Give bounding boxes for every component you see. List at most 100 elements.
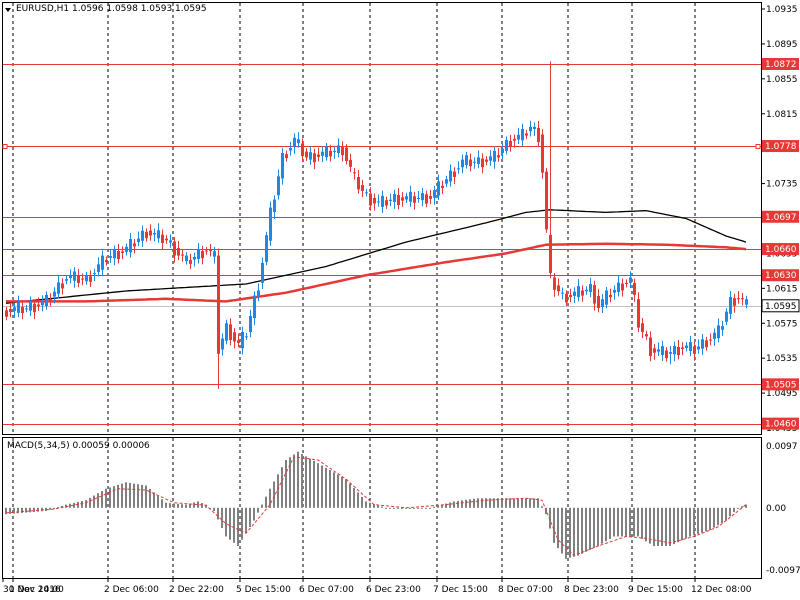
macd-bar xyxy=(725,507,727,521)
macd-bar xyxy=(369,502,371,508)
candle-body xyxy=(465,155,468,166)
candle-body xyxy=(117,251,120,260)
candle-body xyxy=(677,347,680,356)
macd-bar xyxy=(421,507,423,509)
macd-bar xyxy=(225,507,227,537)
candle-body xyxy=(533,126,536,130)
candle xyxy=(521,123,524,147)
candle-body xyxy=(105,259,108,263)
macd-bar xyxy=(553,507,555,543)
candle xyxy=(101,250,104,276)
candle-body xyxy=(297,139,300,144)
candle xyxy=(701,334,704,355)
candle-body xyxy=(601,299,604,307)
level-price-box xyxy=(762,378,799,391)
candle xyxy=(321,146,324,162)
level-price-label: 1.0460 xyxy=(765,420,797,430)
candle-body xyxy=(537,127,540,143)
candle-body xyxy=(705,340,708,348)
candle-body xyxy=(141,230,144,241)
candle xyxy=(53,287,56,304)
macd-bar xyxy=(141,484,143,508)
candle xyxy=(113,245,116,266)
candle xyxy=(85,271,88,285)
candle-body xyxy=(473,161,476,163)
candle xyxy=(249,309,252,338)
macd-bar xyxy=(689,507,691,537)
level-price-box xyxy=(762,417,799,430)
candle-body xyxy=(73,271,76,281)
candle xyxy=(445,175,448,188)
level-price-box xyxy=(762,140,799,153)
candle xyxy=(365,188,368,197)
candle xyxy=(513,134,516,148)
dropdown-triangle-icon[interactable] xyxy=(5,8,11,12)
candle-body xyxy=(301,143,304,156)
macd-bar xyxy=(729,507,731,517)
macd-bar xyxy=(33,507,35,512)
candle-body xyxy=(713,332,716,339)
candle-body xyxy=(217,255,220,354)
candle xyxy=(577,279,580,302)
line-anchor-icon[interactable] xyxy=(2,144,8,149)
macd-bar xyxy=(693,507,695,536)
macd-bar xyxy=(665,507,667,547)
candle-body xyxy=(401,197,404,201)
level-price-label: 1.0778 xyxy=(765,142,797,152)
candle-body xyxy=(413,196,416,203)
macd-bar xyxy=(145,485,147,508)
x-tick-label: 5 Dec 15:00 xyxy=(236,585,291,595)
macd-bar xyxy=(81,501,83,508)
macd-bar xyxy=(97,493,99,508)
line-anchor-icon[interactable] xyxy=(755,144,761,149)
candle xyxy=(281,147,284,185)
y-tick-label: 1.0855 xyxy=(766,75,798,85)
candle-body xyxy=(625,282,628,284)
candle xyxy=(533,122,536,137)
candle xyxy=(185,252,188,265)
macd-bar xyxy=(201,503,203,508)
macd-bar xyxy=(621,507,623,537)
candle-body xyxy=(89,276,92,282)
macd-bar xyxy=(229,507,231,540)
candle-body xyxy=(721,326,724,330)
candle xyxy=(601,294,604,313)
macd-bar xyxy=(637,507,639,537)
candle xyxy=(609,288,612,303)
candle-body xyxy=(85,275,88,282)
candle-body xyxy=(573,291,576,296)
candle xyxy=(153,228,156,242)
candle-body xyxy=(437,181,440,196)
candle-body xyxy=(357,177,360,190)
candle xyxy=(649,331,652,362)
candle xyxy=(205,247,208,255)
macd-bar xyxy=(93,495,95,508)
candle-body xyxy=(569,294,572,298)
level-price-label: 1.0697 xyxy=(765,213,797,223)
candle xyxy=(209,244,212,257)
candle-body xyxy=(225,323,228,341)
candle-body xyxy=(433,190,436,198)
macd-bar xyxy=(133,483,135,508)
candle-body xyxy=(13,307,16,311)
candle xyxy=(653,343,656,360)
candle-body xyxy=(697,346,700,350)
macd-bar xyxy=(137,484,139,508)
y-tick-label: 1.0735 xyxy=(766,180,798,190)
macd-bar xyxy=(257,507,259,513)
candle xyxy=(625,279,628,288)
candle-body xyxy=(9,309,12,312)
candle-body xyxy=(201,251,204,259)
candle xyxy=(77,268,80,288)
level-price-label: 1.0505 xyxy=(765,380,797,390)
candle xyxy=(49,293,52,307)
candle xyxy=(349,153,352,173)
candle-body xyxy=(417,197,420,199)
candle xyxy=(721,320,724,336)
macd-bar xyxy=(521,498,523,508)
candle xyxy=(469,153,472,172)
macd-bar xyxy=(417,507,419,509)
macd-bar xyxy=(445,503,447,508)
macd-bar xyxy=(565,507,567,559)
candle-body xyxy=(169,240,172,243)
